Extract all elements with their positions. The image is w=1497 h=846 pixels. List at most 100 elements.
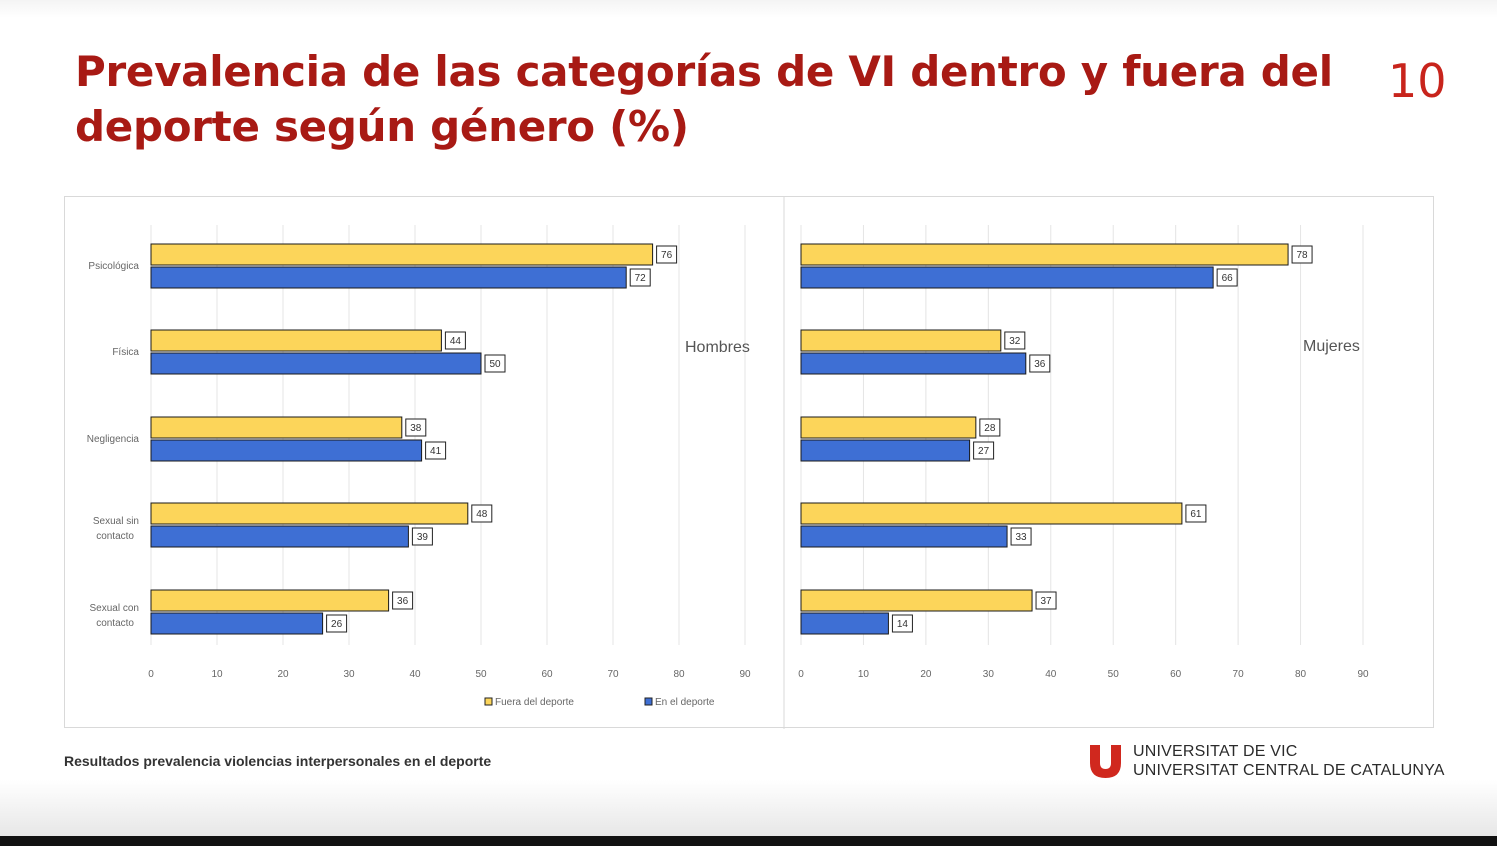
bar-en	[800, 439, 971, 462]
x-tick-label: 60	[541, 669, 553, 680]
x-tick-label: 30	[343, 669, 355, 680]
data-label-box	[1010, 527, 1032, 546]
data-label: 27	[978, 446, 990, 457]
data-label-box	[326, 614, 348, 633]
page-number: 10	[1388, 54, 1447, 108]
data-label-box	[1004, 331, 1026, 350]
x-tick-label: 0	[798, 669, 804, 680]
data-label: 36	[397, 596, 409, 607]
slide-title: Prevalencia de las categorías de VI dent…	[75, 47, 1333, 151]
x-tick-label: 90	[739, 669, 751, 680]
category-label: Sexual con contacto	[90, 603, 139, 629]
panel-label: Hombres	[685, 339, 750, 356]
data-label-box	[471, 504, 493, 523]
chart-frame: 0 10 20 30 40 50 60 70 80 90 76 44 38 48 36 72 50 41 39 26 H…	[64, 196, 1434, 729]
bar-en	[150, 612, 324, 635]
panel-label: Mujeres	[1303, 338, 1360, 355]
data-label: 44	[450, 336, 462, 347]
data-label-box	[629, 268, 651, 287]
data-label-box	[1029, 354, 1051, 373]
x-tick-label: 50	[1108, 669, 1120, 680]
data-label: 36	[1034, 359, 1046, 370]
data-label-box	[392, 591, 414, 610]
data-label: 33	[1016, 532, 1028, 543]
bar-fuera	[150, 589, 390, 612]
data-label-box	[973, 441, 995, 460]
data-label: 26	[331, 619, 343, 630]
data-label-box	[1035, 591, 1057, 610]
x-tick-label: 10	[858, 669, 870, 680]
data-label-box	[444, 331, 466, 350]
x-tick-label: 70	[1233, 669, 1245, 680]
bar-en	[150, 352, 482, 375]
data-label: 76	[661, 250, 673, 261]
bar-en	[150, 439, 423, 462]
data-label-box	[1216, 268, 1238, 287]
category-label: Sexual sin contacto	[93, 516, 139, 542]
data-label: 38	[410, 423, 422, 434]
bar-en	[800, 525, 1008, 548]
data-label-box	[891, 614, 913, 633]
bottom-bar	[0, 836, 1497, 846]
university-name-line1: UNIVERSITAT DE VIC	[1133, 743, 1298, 760]
data-label: 32	[1009, 336, 1021, 347]
legend-label: En el deporte	[655, 697, 715, 708]
footer-caption: Resultados prevalencia violencias interp…	[64, 753, 492, 769]
bar-en	[150, 525, 409, 548]
bar-en	[150, 266, 627, 289]
data-label: 37	[1040, 596, 1052, 607]
data-label: 78	[1297, 250, 1309, 261]
bar-en	[800, 266, 1214, 289]
data-label-box	[425, 441, 447, 460]
x-tick-label: 0	[148, 669, 154, 680]
x-tick-label: 60	[1170, 669, 1182, 680]
data-label: 39	[417, 532, 429, 543]
x-tick-label: 30	[983, 669, 995, 680]
data-label-box	[656, 245, 678, 264]
legend-swatch	[484, 697, 493, 706]
category-label: Física	[112, 347, 139, 358]
bar-fuera	[150, 329, 442, 352]
bar-fuera	[800, 416, 977, 439]
bar-fuera	[150, 243, 654, 266]
legend-swatch	[644, 697, 653, 706]
x-tick-label: 20	[277, 669, 289, 680]
university-logo-icon	[1090, 745, 1121, 778]
x-tick-label: 50	[475, 669, 487, 680]
x-tick-label: 90	[1357, 669, 1369, 680]
bar-en	[800, 352, 1027, 375]
data-label: 41	[430, 446, 442, 457]
x-tick-label: 80	[1295, 669, 1307, 680]
x-tick-label: 80	[673, 669, 685, 680]
university-name-line2: UNIVERSITAT CENTRAL DE CATALUNYA	[1133, 762, 1445, 779]
x-tick-label: 40	[1045, 669, 1057, 680]
x-tick-label: 10	[211, 669, 223, 680]
bar-fuera	[150, 502, 469, 525]
data-label-box	[1291, 245, 1313, 264]
bar-fuera	[150, 416, 403, 439]
data-label-box	[1185, 504, 1207, 523]
data-label: 72	[635, 273, 647, 284]
x-tick-label: 40	[409, 669, 421, 680]
bar-fuera	[800, 329, 1002, 352]
bar-fuera	[800, 502, 1183, 525]
data-label: 61	[1190, 509, 1202, 520]
category-label: Negligencia	[87, 434, 140, 445]
data-label-box	[405, 418, 427, 437]
bar-fuera	[800, 589, 1033, 612]
x-tick-label: 20	[920, 669, 932, 680]
data-label-box	[484, 354, 506, 373]
prevalence-chart: 0 10 20 30 40 50 60 70 80 90 76 44 38 48 36 72 50 41 39 26 H…	[87, 197, 1369, 729]
x-tick-label: 70	[607, 669, 619, 680]
data-label: 28	[984, 423, 996, 434]
bar-fuera	[800, 243, 1289, 266]
bar-en	[800, 612, 889, 635]
data-label: 66	[1222, 273, 1234, 284]
data-label: 14	[897, 619, 909, 630]
legend-label: Fuera del deporte	[495, 697, 574, 708]
category-label: Psicológica	[88, 261, 139, 272]
data-label: 50	[489, 359, 501, 370]
data-label-box	[979, 418, 1001, 437]
data-label: 48	[476, 509, 488, 520]
data-label-box	[411, 527, 433, 546]
